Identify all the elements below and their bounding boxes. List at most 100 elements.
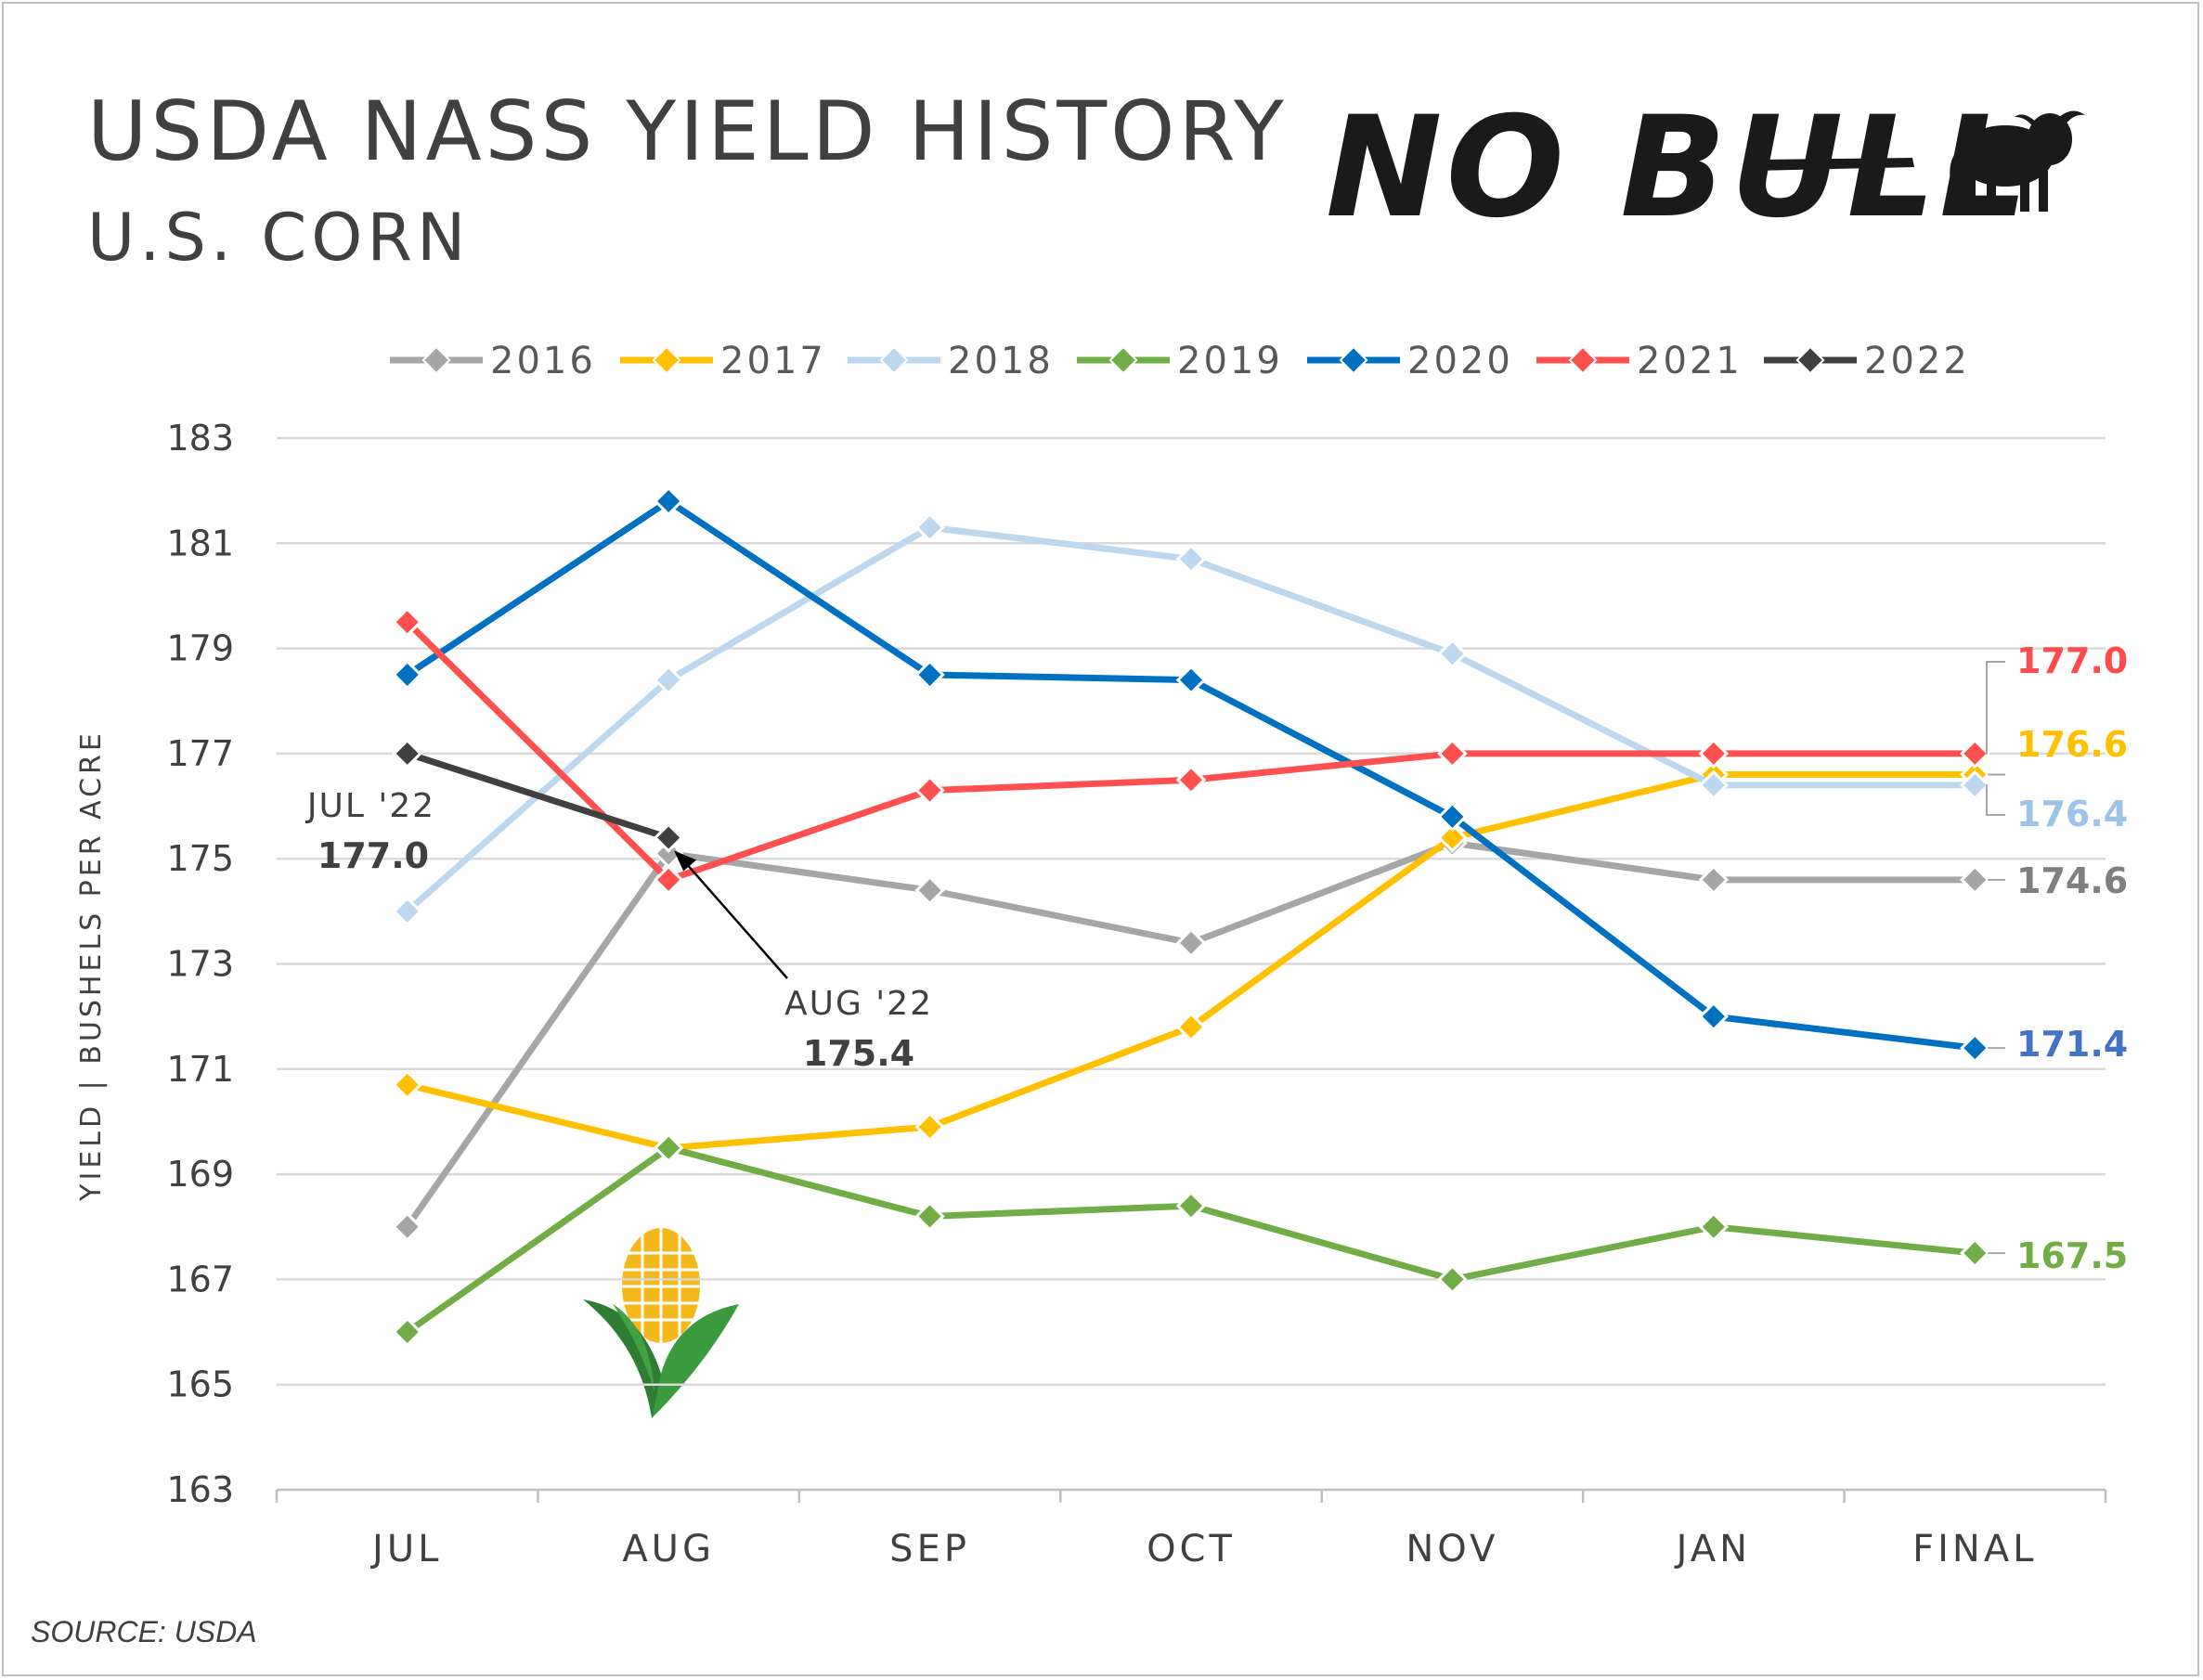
data-point-2017 — [1175, 1012, 1207, 1042]
bull-icon — [1950, 110, 2085, 215]
legend-item-2020: 2020 — [1307, 340, 1513, 382]
data-point-2021 — [914, 775, 945, 806]
data-point-2018 — [1698, 769, 1730, 801]
data-point-2020 — [653, 485, 684, 517]
annotation-aug22-label: AUG '22 — [784, 985, 933, 1023]
data-point-2021 — [392, 607, 422, 638]
annotation-aug22-value: 175.4 — [803, 1033, 914, 1074]
data-point-2018 — [914, 512, 945, 543]
y-tick-label: 169 — [166, 1154, 234, 1195]
legend-marker — [1795, 345, 1825, 375]
data-point-2022 — [392, 738, 422, 769]
x-tick-label: AUG — [622, 1528, 715, 1570]
legend-item-2021: 2021 — [1536, 340, 1740, 382]
data-point-2019 — [653, 1132, 684, 1164]
data-point-2021 — [1175, 764, 1207, 795]
legend-item-2022: 2022 — [1764, 340, 1970, 382]
end-label-2018: 176.4 — [2016, 794, 2128, 834]
data-point-2016 — [1175, 927, 1207, 959]
end-label-2021: 177.0 — [2016, 640, 2128, 681]
logo-dash — [1755, 158, 1914, 171]
annotation-arrow-line — [680, 857, 788, 979]
data-point-2016 — [392, 1211, 422, 1243]
data-point-2018 — [392, 896, 422, 927]
y-tick-label: 175 — [166, 838, 234, 879]
gridlines — [277, 436, 2106, 1492]
corn-icon — [577, 1216, 745, 1418]
y-tick-label: 173 — [166, 944, 234, 985]
data-point-2020 — [1698, 1001, 1730, 1032]
annotation-arrow-head — [674, 850, 697, 872]
x-tick-label: NOV — [1406, 1528, 1498, 1570]
end-label-2020: 171.4 — [2016, 1024, 2128, 1065]
source-note: SOURCE: USDA — [31, 1615, 257, 1648]
data-point-2018 — [1960, 769, 1990, 801]
legend-label: 2017 — [720, 340, 826, 382]
y-tick-label: 165 — [166, 1364, 234, 1405]
end-label-leader — [1986, 783, 2005, 816]
annotations: JUL '22 177.0 AUG '22 175.4 — [305, 787, 933, 1074]
data-point-2021 — [653, 864, 684, 896]
series-group — [392, 485, 1990, 1348]
end-label-leader — [1986, 661, 2005, 755]
data-point-2019 — [1175, 1190, 1207, 1221]
legend-marker — [1339, 345, 1368, 375]
data-point-2017 — [1437, 822, 1468, 853]
y-tick-label: 163 — [166, 1469, 234, 1510]
data-point-2019 — [914, 1201, 945, 1232]
y-tick-label: 181 — [166, 523, 234, 563]
data-point-2021 — [1960, 738, 1990, 769]
legend: 2016 2017 2018 2019 2020 2021 2022 — [390, 340, 1970, 382]
legend-label: 2019 — [1177, 340, 1283, 382]
data-point-2017 — [914, 1111, 945, 1143]
y-tick-label: 167 — [166, 1259, 234, 1299]
data-point-2020 — [392, 659, 422, 691]
series-2017 — [392, 759, 1990, 1164]
legend-label: 2016 — [490, 340, 596, 382]
y-tick-label: 171 — [166, 1049, 234, 1090]
series-2019 — [392, 1132, 1990, 1348]
series-line-2021 — [405, 619, 1976, 884]
legend-marker — [1108, 345, 1138, 375]
legend-label: 2018 — [948, 340, 1054, 382]
end-label-2017: 176.6 — [2016, 724, 2128, 765]
data-point-2021 — [1698, 738, 1730, 769]
x-tick-label: FINAL — [1912, 1528, 2037, 1570]
legend-item-2018: 2018 — [848, 340, 1054, 382]
data-point-2018 — [1437, 639, 1468, 669]
y-axis-label: YIELD | BUSHELS PER ACRE — [75, 730, 108, 1202]
annotation-jul22-label: JUL '22 — [305, 787, 435, 825]
x-tick-label: OCT — [1147, 1528, 1236, 1570]
chart-title: USDA NASS YIELD HISTORY — [87, 84, 1288, 179]
y-axis: 183 181 179 177 175 173 171 169 167 165 163 — [166, 418, 234, 1510]
data-point-2016 — [1698, 864, 1730, 896]
legend-marker — [1568, 345, 1598, 375]
data-point-2016 — [914, 874, 945, 906]
legend-label: 2022 — [1864, 340, 1970, 382]
data-point-2018 — [653, 665, 684, 695]
legend-label: 2020 — [1407, 340, 1513, 382]
data-point-2021 — [1437, 738, 1468, 769]
data-point-2017 — [392, 1069, 422, 1101]
data-point-2019 — [1698, 1211, 1730, 1243]
series-2018 — [392, 512, 1990, 927]
data-point-2019 — [1437, 1264, 1468, 1295]
end-label-2016: 174.6 — [2016, 860, 2128, 901]
data-point-2019 — [1960, 1237, 1990, 1269]
logo-text: NO BULL — [1326, 87, 2032, 249]
legend-item-2016: 2016 — [390, 340, 596, 382]
chart-subtitle: U.S. CORN — [87, 200, 471, 276]
y-tick-label: 183 — [166, 418, 234, 459]
end-labels: 174.6 176.6 176.4 167.5 171.4 177.0 — [1986, 640, 2128, 1276]
y-tick-label: 177 — [166, 733, 234, 774]
legend-item-2017: 2017 — [620, 340, 826, 382]
x-tick-label: JUL — [369, 1528, 442, 1570]
data-point-2020 — [1437, 801, 1468, 833]
data-point-2020 — [1960, 1032, 1990, 1064]
data-point-2019 — [392, 1316, 422, 1348]
legend-marker — [879, 345, 909, 375]
series-2022 — [392, 738, 684, 853]
series-2016 — [392, 827, 1990, 1243]
